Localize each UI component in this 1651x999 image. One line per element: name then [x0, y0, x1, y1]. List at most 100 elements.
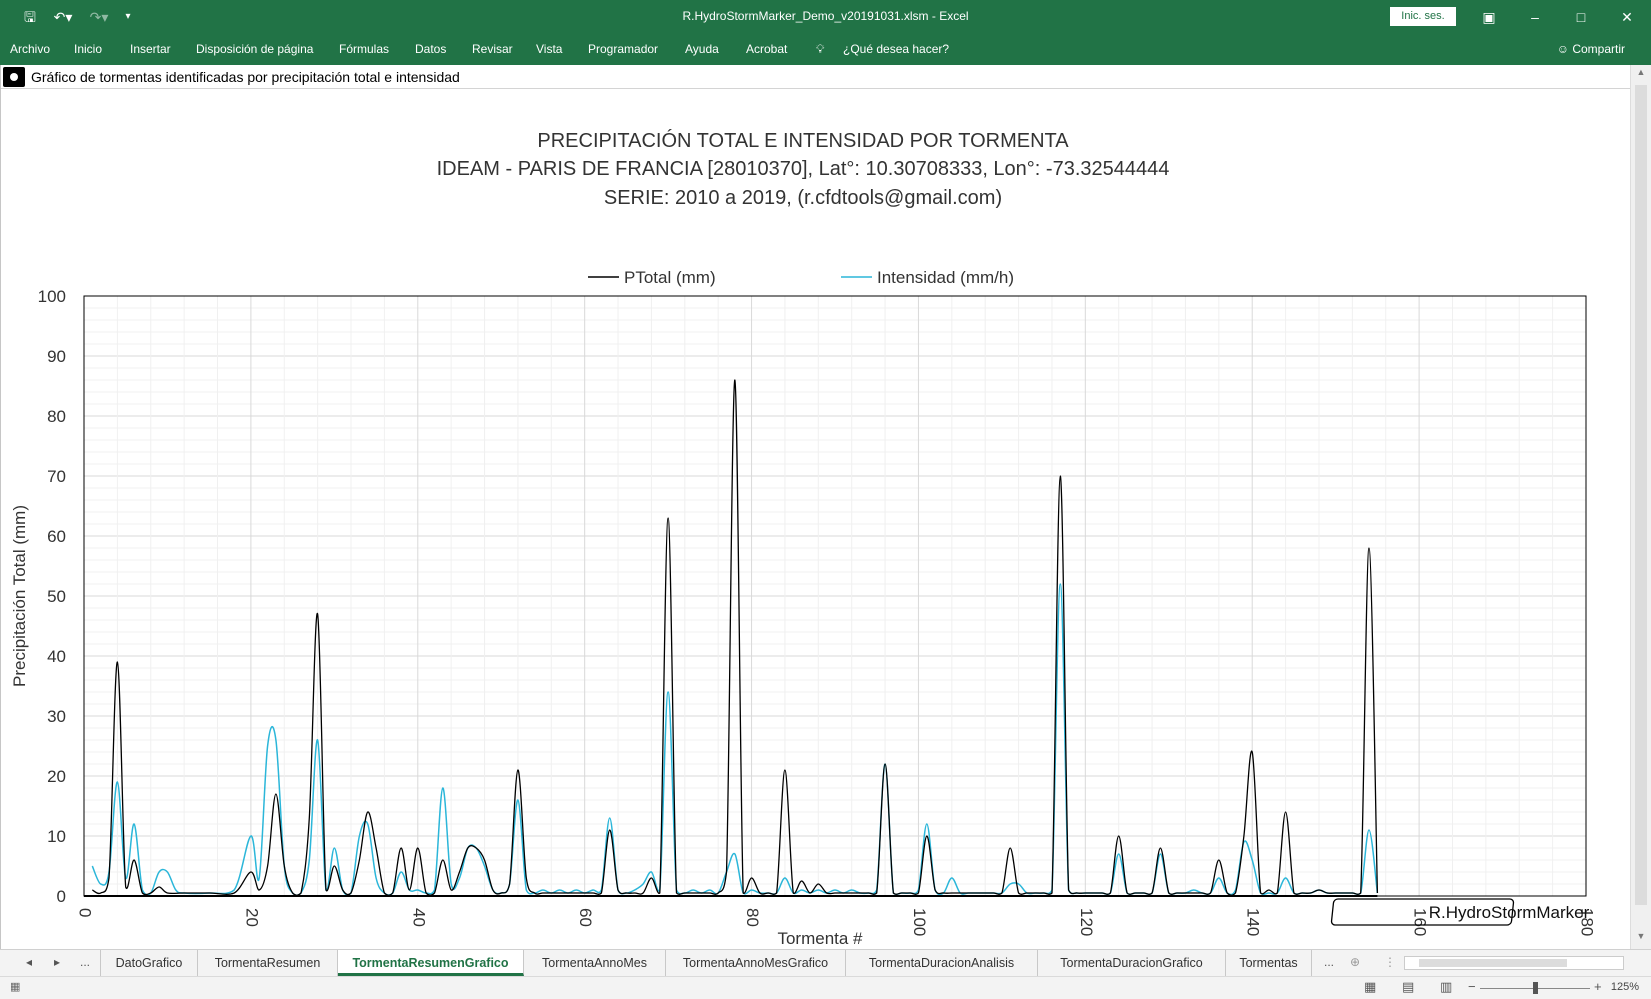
y-tick-label: 100 — [38, 287, 66, 306]
menu-ayuda[interactable]: Ayuda — [685, 42, 719, 56]
save-icon[interactable]: 🖫 — [24, 9, 36, 25]
zoom-slider-knob[interactable] — [1533, 982, 1538, 994]
person-icon: ☺ — [1556, 42, 1573, 56]
bullet-icon — [3, 67, 25, 87]
y-tick-label: 30 — [47, 707, 66, 726]
splitter-handle-icon[interactable]: ⋮ — [1384, 955, 1396, 969]
menu-acrobat[interactable]: Acrobat — [746, 42, 788, 56]
x-tick-label: 180 — [1578, 908, 1597, 936]
x-axis-ticks: 0 20 40 60 80 100 120 140 160 180 — [76, 908, 1597, 936]
y-tick-label: 20 — [47, 767, 66, 786]
y-tick-label: 10 — [47, 827, 66, 846]
menu-formulas[interactable]: Fórmulas — [339, 42, 390, 56]
watermark-logo: R.HydroStormMarker — [1330, 898, 1590, 926]
title-bar: 🖫 ↶▾ ↷▾ ▾ R.HydroStormMarker_Demo_v20191… — [0, 0, 1651, 34]
normal-view-icon[interactable]: ▦ — [1364, 979, 1377, 994]
tell-me-input[interactable]: ¿Qué desea hacer? — [843, 42, 950, 56]
chart[interactable]: PRECIPITACIÓN TOTAL E INTENSIDAD POR TOR… — [1, 89, 1631, 949]
share-button[interactable]: ☺ Compartir — [1557, 42, 1625, 56]
share-label: Compartir — [1572, 42, 1625, 56]
horizontal-scrollbar[interactable] — [1404, 956, 1624, 970]
tab-tormentaresumengrafico[interactable]: TormentaResumenGrafico — [338, 950, 524, 976]
ribbon-display-icon[interactable]: ▣ — [1482, 9, 1496, 25]
x-tick-label: 80 — [743, 908, 762, 927]
chart-title-line-2: IDEAM - PARIS DE FRANCIA [28010370], Lat… — [437, 158, 1170, 180]
chart-title: PRECIPITACIÓN TOTAL E INTENSIDAD POR TOR… — [437, 129, 1170, 209]
series-line-ptotal — [91, 379, 1379, 896]
watermark-box — [1330, 898, 1515, 926]
tab-tormentaduraciongrafico[interactable]: TormentaDuracionGrafico — [1038, 950, 1226, 976]
legend-label-intensidad: Intensidad (mm/h) — [877, 268, 1014, 287]
x-tick-label: 60 — [576, 908, 595, 927]
x-tick-label: 40 — [409, 908, 428, 927]
close-icon[interactable]: ✕ — [1621, 9, 1633, 25]
undo-icon[interactable]: ↶▾ — [53, 9, 73, 25]
minimize-icon[interactable]: – — [1531, 9, 1539, 25]
tab-tormentaresumen[interactable]: TormentaResumen — [198, 950, 338, 976]
redo-icon[interactable]: ↷▾ — [89, 9, 109, 25]
tab-tormentaannomesgrafico[interactable]: TormentaAnnoMesGrafico — [666, 950, 846, 976]
zoom-level[interactable]: 125% — [1610, 981, 1639, 993]
vertical-scrollbar[interactable]: ▲ ▼ — [1630, 65, 1651, 949]
menu-insertar[interactable]: Insertar — [130, 42, 171, 56]
tab-prev-icon[interactable]: ◂ — [26, 955, 33, 969]
chart-title-line-1: PRECIPITACIÓN TOTAL E INTENSIDAD POR TOR… — [537, 129, 1069, 152]
sign-in-button[interactable]: Inic. ses. — [1390, 7, 1456, 26]
tab-more-left[interactable]: ... — [80, 955, 91, 969]
series-line-intensidad — [91, 583, 1379, 896]
scroll-down-icon[interactable]: ▼ — [1636, 931, 1646, 941]
tab-next-icon[interactable]: ▸ — [54, 955, 61, 969]
y-tick-label: 80 — [47, 407, 66, 426]
chart-header-label: Gráfico de tormentas identificadas por p… — [31, 69, 460, 85]
chart-header: Gráfico de tormentas identificadas por p… — [1, 65, 1631, 89]
x-tick-label: 0 — [76, 908, 95, 917]
vertical-scroll-thumb[interactable] — [1635, 85, 1647, 905]
scroll-up-icon[interactable]: ▲ — [1636, 67, 1646, 77]
ribbon-menu: Archivo Inicio Insertar Disposición de p… — [0, 34, 1651, 65]
watermark-text: R.HydroStormMarker — [1429, 903, 1590, 922]
x-tick-label: 100 — [910, 908, 929, 936]
add-sheet-icon[interactable]: ⊕ — [1350, 955, 1361, 969]
x-tick-label: 20 — [242, 908, 261, 927]
horizontal-scroll-thumb[interactable] — [1419, 959, 1567, 967]
tab-tormentaannomes[interactable]: TormentaAnnoMes — [524, 950, 666, 976]
y-tick-label: 40 — [47, 647, 66, 666]
page-layout-view-icon[interactable]: ▤ — [1402, 979, 1415, 994]
y-tick-label: 50 — [47, 587, 66, 606]
menu-disposicion[interactable]: Disposición de página — [196, 42, 314, 56]
legend-label-ptotal: PTotal (mm) — [624, 268, 716, 287]
menu-vista[interactable]: Vista — [536, 42, 563, 56]
menu-archivo[interactable]: Archivo — [10, 42, 51, 56]
customize-toolbar-icon[interactable]: ▾ — [125, 11, 131, 22]
tab-tormentas[interactable]: Tormentas — [1226, 950, 1312, 976]
chart-sheet[interactable]: Gráfico de tormentas identificadas por p… — [0, 65, 1631, 949]
tab-datografico[interactable]: DatoGrafico — [100, 950, 198, 976]
y-tick-label: 90 — [47, 347, 66, 366]
status-bar: ▦ ▦ ▤ ▥ − + 125% — [0, 976, 1651, 999]
chart-gridlines — [84, 296, 1586, 896]
window-title: R.HydroStormMarker_Demo_v20191031.xlsm -… — [682, 9, 969, 23]
menu-datos[interactable]: Datos — [415, 42, 447, 56]
lightbulb-icon: 💡︎ — [816, 42, 825, 56]
x-tick-label: 160 — [1411, 908, 1430, 936]
y-tick-label: 0 — [57, 887, 66, 906]
y-tick-label: 60 — [47, 527, 66, 546]
x-tick-label: 120 — [1077, 908, 1096, 936]
zoom-out-icon[interactable]: − — [1468, 979, 1476, 994]
menu-programador[interactable]: Programador — [588, 42, 659, 56]
y-axis-ticks: 0 10 20 30 40 50 60 70 80 90 100 — [38, 287, 66, 906]
x-axis-label: Tormenta # — [777, 929, 863, 948]
sheet-tab-bar: ◂ ▸ ... DatoGrafico TormentaResumen Torm… — [0, 949, 1651, 976]
y-axis-label: Precipitación Total (mm) — [10, 505, 29, 687]
macro-record-icon[interactable]: ▦ — [10, 981, 21, 993]
sheet-area: Gráfico de tormentas identificadas por p… — [0, 65, 1651, 949]
page-break-view-icon[interactable]: ▥ — [1440, 979, 1453, 994]
menu-revisar[interactable]: Revisar — [472, 42, 513, 56]
tab-more-right[interactable]: ... — [1324, 955, 1335, 969]
zoom-in-icon[interactable]: + — [1594, 979, 1602, 994]
menu-inicio[interactable]: Inicio — [74, 42, 103, 56]
chart-legend: PTotal (mm) Intensidad (mm/h) — [588, 268, 1014, 287]
chart-title-line-3: SERIE: 2010 a 2019, (r.cfdtools@gmail.co… — [604, 187, 1002, 209]
tab-tormentaduracionanalisis[interactable]: TormentaDuracionAnalisis — [846, 950, 1038, 976]
maximize-icon[interactable]: □ — [1576, 9, 1586, 25]
